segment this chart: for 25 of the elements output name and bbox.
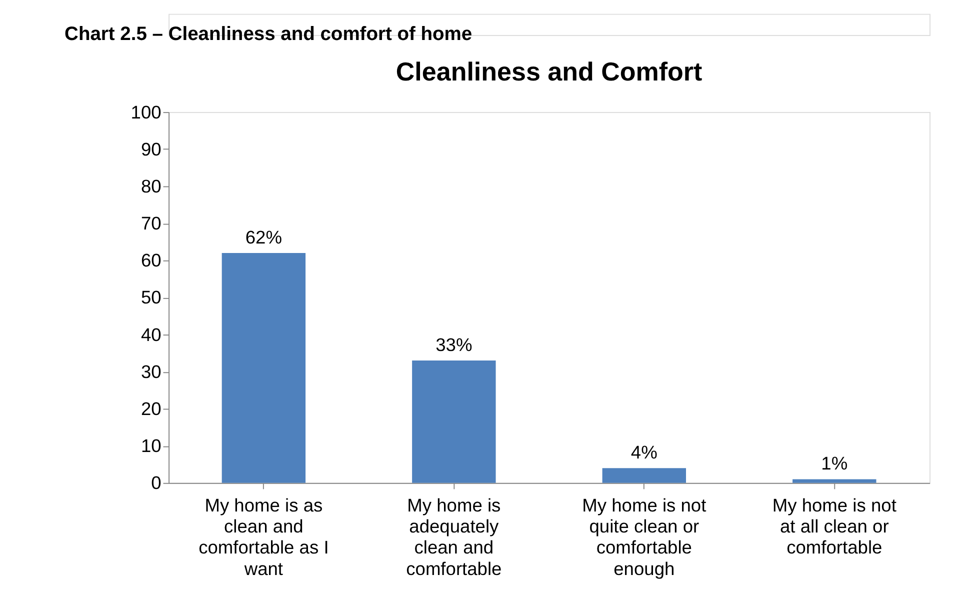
y-tick-label: 60 [140,250,162,271]
y-tick-label: 90 [140,138,162,160]
y-tick-label: 100 [130,101,162,122]
x-tick-label: My home is as clean and comfortable as I want [198,494,329,579]
bar [792,479,876,483]
bar [602,468,686,483]
y-tick-label: 0 [151,472,162,494]
y-tick-label: 50 [140,286,162,308]
y-tick-label: 40 [140,324,162,345]
bar [222,252,306,483]
data-label: 4% [630,441,658,462]
data-label: 33% [436,334,472,355]
y-tick-label: 80 [140,175,162,196]
y-tick-label: 70 [140,212,162,234]
bar [412,360,496,483]
x-tick-label: My home is not quite clean or comfortable enough [582,494,706,579]
data-label: 1% [821,452,848,474]
y-tick-label: 30 [140,360,162,382]
y-tick-label: 10 [140,435,162,456]
caption: Chart 2.5 – Cleanliness and comfort of home [64,24,472,45]
data-label: 62% [245,226,282,248]
x-tick-label: My home is not at all clean or comfortable [772,494,896,558]
y-tick-label: 20 [140,398,162,419]
chart-title: Cleanliness and Comfort [396,56,703,86]
x-tick-label: My home is adequately clean and comfortable [406,494,502,579]
